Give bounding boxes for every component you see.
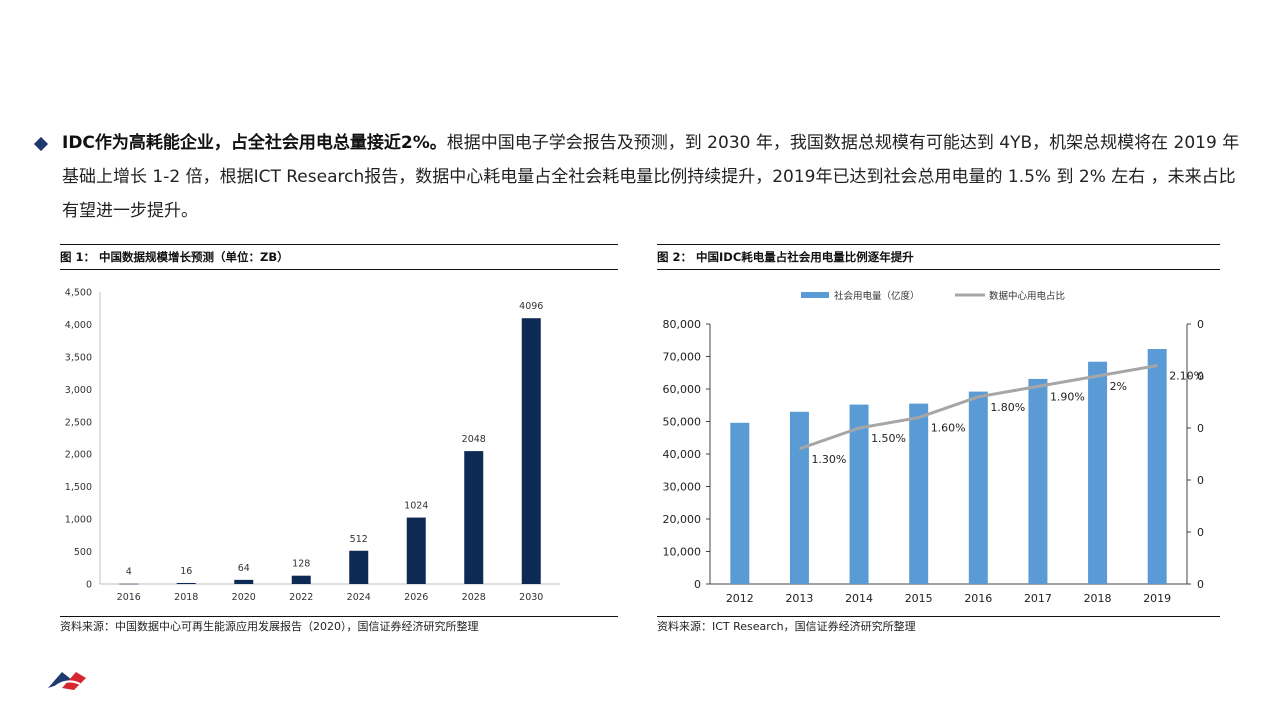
- y-right-tick-label: 0: [1197, 370, 1204, 383]
- y-right-tick-label: 0: [1197, 422, 1204, 435]
- x-tick-label: 2014: [845, 592, 873, 605]
- summary-paragraph: IDC作为高耗能企业，占全社会用电总量接近2%。根据中国电子学会报告及预测，到 …: [62, 126, 1247, 228]
- x-tick-label: 2028: [462, 592, 486, 603]
- line-series: [798, 364, 1158, 451]
- x-tick-label: 2020: [232, 592, 256, 603]
- y-right-tick-label: 0: [1197, 474, 1204, 487]
- y-left-tick-label: 70,000: [663, 351, 702, 364]
- bar: [968, 391, 988, 584]
- y-left-tick-label: 10,000: [663, 546, 702, 559]
- line-data-label: 1.90%: [1050, 390, 1085, 403]
- line-data-label: 1.30%: [811, 453, 846, 466]
- paragraph-text: 根据中国电子学会报告及预测，到 2030 年，我国数据总规模有可能达到 4YB，…: [62, 133, 1240, 221]
- bar: [1147, 349, 1167, 584]
- figure1-caption: 图 1： 中国数据规模增长预测（单位：ZB）: [60, 244, 618, 270]
- x-tick-label: 2019: [1143, 592, 1171, 605]
- y-tick-label: 2,500: [65, 417, 92, 428]
- data-label: 2048: [462, 434, 486, 445]
- figure1-chart: 0 500 1,000 1,500 2,000 2,500 3,000 3,500 4,000 4…: [65, 288, 560, 603]
- x-tick-label: 2018: [174, 592, 198, 603]
- bullet-diamond-icon: [33, 136, 49, 152]
- y-left-tick-label: 30,000: [663, 481, 702, 494]
- bar: [909, 403, 929, 584]
- line-data-label: 2%: [1110, 380, 1127, 393]
- y-left-tick-label: 80,000: [663, 318, 702, 331]
- bar: [730, 422, 750, 584]
- y-tick-label: 3,500: [65, 352, 92, 363]
- paragraph-bold-lead: IDC作为高耗能企业，占全社会用电总量接近2%。: [62, 133, 447, 153]
- bar: [406, 517, 426, 584]
- y-tick-label: 1,500: [65, 482, 92, 493]
- y-tick-label: 3,000: [65, 385, 92, 396]
- bar: [464, 451, 484, 584]
- line-data-label: 1.50%: [871, 432, 906, 445]
- y-tick-label: 4,000: [65, 320, 92, 331]
- y-left-tick-label: 20,000: [663, 513, 702, 526]
- data-label: 4: [126, 567, 132, 578]
- data-label: 16: [180, 566, 192, 577]
- data-label: 512: [350, 534, 368, 545]
- bar: [521, 318, 541, 584]
- company-logo-icon: [48, 672, 86, 690]
- figure2-source: 资料来源：ICT Research，国信证券经济研究所整理: [657, 616, 1220, 635]
- legend-label-bar: 社会用电量（亿度）: [834, 290, 920, 302]
- bar: [1028, 378, 1048, 584]
- y-tick-label: 1,000: [65, 515, 92, 526]
- bar: [1088, 361, 1108, 584]
- y-right-tick-label: 0: [1197, 318, 1204, 331]
- figure2-caption: 图 2： 中国IDC耗电量占社会用电量比例逐年提升: [657, 244, 1220, 270]
- x-tick-label: 2016: [964, 592, 992, 605]
- figure1-source: 资料来源：中国数据中心可再生能源应用发展报告（2020），国信证券经济研究所整理: [60, 616, 618, 635]
- x-tick-label: 2026: [404, 592, 428, 603]
- chart-legend: 社会用电量（亿度） 数据中心用电占比: [801, 290, 1065, 302]
- figure1-panel: 图 1： 中国数据规模增长预测（单位：ZB） 0 500 1,000 1,500 2,0…: [60, 244, 618, 644]
- line-data-label: 2.10%: [1169, 370, 1204, 383]
- x-tick-label: 2013: [785, 592, 813, 605]
- legend-swatch-bar: [801, 292, 829, 298]
- x-tick-label: 2015: [905, 592, 933, 605]
- figure2-chart: 社会用电量（亿度） 数据中心用电占比 0 10,000 20,000 30,000 40,0…: [663, 290, 1205, 605]
- y-tick-label: 500: [74, 547, 92, 558]
- x-tick-label: 2012: [726, 592, 754, 605]
- line-data-label: 1.60%: [931, 422, 966, 435]
- x-tick-label: 2022: [289, 592, 313, 603]
- y-tick-label: 4,500: [65, 288, 92, 299]
- y-left-tick-label: 40,000: [663, 448, 702, 461]
- bar: [176, 582, 196, 584]
- bar: [349, 550, 369, 584]
- x-tick-label: 2017: [1024, 592, 1052, 605]
- line-data-label: 1.80%: [990, 401, 1025, 414]
- x-tick-label: 2030: [519, 592, 543, 603]
- x-tick-label: 2016: [117, 592, 141, 603]
- y-right-tick-label: 0: [1197, 578, 1204, 591]
- data-label: 128: [292, 559, 310, 570]
- bar: [234, 579, 254, 584]
- y-right-tick-label: 0: [1197, 526, 1204, 539]
- y-tick-label: 0: [86, 580, 92, 591]
- bar: [849, 404, 869, 584]
- figure2-panel: 图 2： 中国IDC耗电量占社会用电量比例逐年提升 社会用电量（亿度） 数据中心用…: [657, 244, 1220, 644]
- legend-label-line: 数据中心用电占比: [989, 290, 1065, 302]
- data-label: 64: [238, 563, 250, 574]
- data-label: 1024: [404, 501, 428, 512]
- y-left-tick-label: 50,000: [663, 416, 702, 429]
- y-left-tick-label: 0: [694, 578, 701, 591]
- data-label: 4096: [519, 301, 543, 312]
- x-tick-label: 2018: [1084, 592, 1112, 605]
- x-tick-label: 2024: [347, 592, 371, 603]
- bar: [789, 411, 809, 584]
- y-left-tick-label: 60,000: [663, 383, 702, 396]
- y-tick-label: 2,000: [65, 450, 92, 461]
- bar: [291, 575, 311, 584]
- bar: [119, 583, 139, 585]
